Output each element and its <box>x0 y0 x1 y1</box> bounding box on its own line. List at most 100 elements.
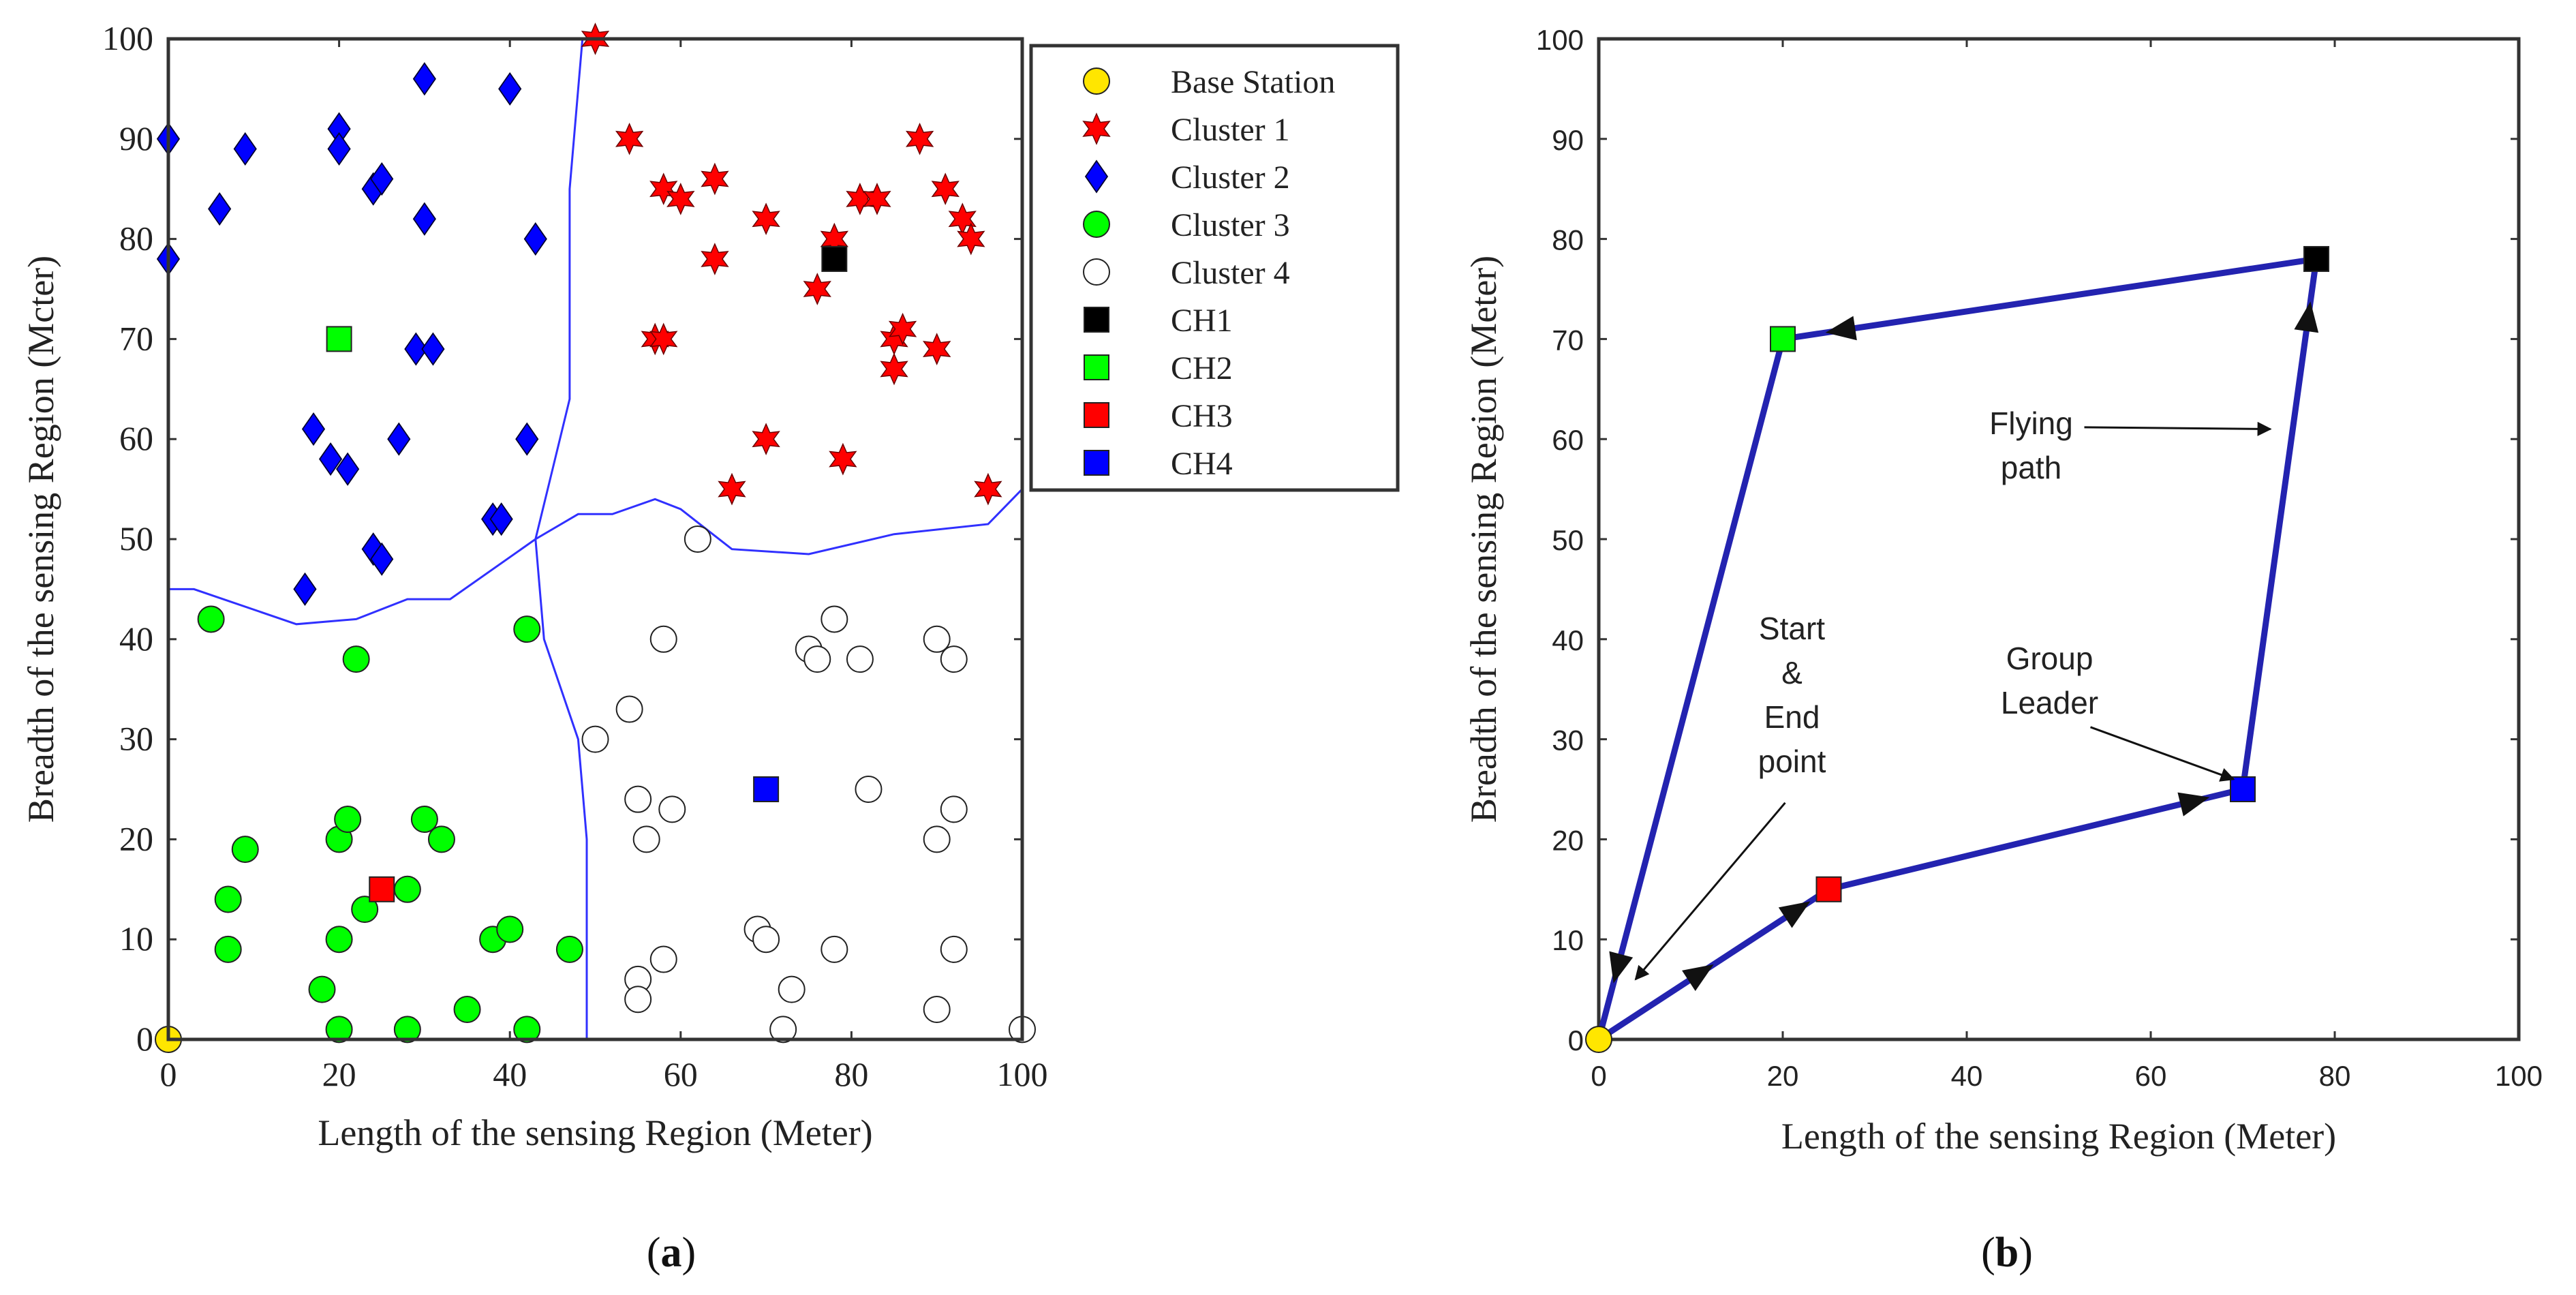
legend-label: Base Station <box>1171 64 1335 100</box>
point-cluster-4 <box>624 986 652 1014</box>
panel-a-boundaries <box>168 38 1024 1039</box>
point-cluster-4 <box>855 776 883 803</box>
caption-b: (b) <box>1981 1230 2033 1276</box>
legend-label: Cluster 3 <box>1171 207 1290 243</box>
point-cluster-1 <box>974 472 1002 506</box>
panel-b-ytick-label: 30 <box>1552 725 1584 757</box>
panel-b-xtick-label: 0 <box>1591 1060 1606 1092</box>
panel-a-xtick-label: 80 <box>834 1055 868 1093</box>
point-cluster-1 <box>931 172 960 206</box>
node-ch1 <box>2303 245 2329 272</box>
point-cluster-1 <box>752 423 780 456</box>
point-cluster-2 <box>208 192 232 226</box>
point-cluster-2 <box>412 62 436 96</box>
point-cluster-4 <box>940 935 968 963</box>
panel-a-xlabel: Length of the sensing Region (Meter) <box>318 1112 872 1153</box>
cluster-boundary-2 <box>534 38 588 1039</box>
point-cluster-3 <box>197 605 225 633</box>
series-cluster-1 <box>581 22 1002 506</box>
point-cluster-2 <box>318 442 343 476</box>
legend-item: Cluster 3 <box>1083 207 1290 243</box>
point-cluster-1 <box>649 322 678 356</box>
point-cluster-4 <box>649 945 677 973</box>
point-cluster-1 <box>880 352 908 386</box>
legend-item: CH3 <box>1084 398 1233 434</box>
flight-path-arrowhead <box>1825 316 1857 341</box>
flight-path-arrowhead <box>1682 964 1714 992</box>
point-ch1 <box>821 245 848 272</box>
point-cluster-1 <box>957 222 985 256</box>
point-cluster-3 <box>496 915 524 943</box>
point-cluster-3 <box>555 935 583 963</box>
panel-b-xtick-label: 80 <box>2319 1060 2351 1092</box>
point-cluster-2 <box>327 132 351 166</box>
legend-marker <box>1083 211 1110 238</box>
point-cluster-1 <box>905 122 934 155</box>
point-cluster-4 <box>615 695 643 723</box>
node-ch4 <box>2230 776 2256 802</box>
panel-b-ytick-label: 80 <box>1552 224 1584 256</box>
series-ch3 <box>369 876 395 902</box>
annotation-text: Flying <box>1989 406 2073 441</box>
panel-a-xtick-label: 40 <box>493 1055 527 1093</box>
legend-item: Cluster 2 <box>1084 159 1290 196</box>
annotation-arrow <box>2084 421 2272 436</box>
node-ch3 <box>1815 876 1842 902</box>
path-nodes <box>1585 245 2329 1053</box>
legend-label: CH1 <box>1171 303 1233 339</box>
point-cluster-1 <box>863 183 891 215</box>
point-cluster-4 <box>923 825 951 853</box>
annotation-text: Start <box>1759 611 1825 646</box>
point-cluster-4 <box>649 625 677 653</box>
panel-b-ytick-label: 60 <box>1552 424 1584 456</box>
point-cluster-3 <box>214 885 242 913</box>
flight-path-arrowhead <box>1609 951 1634 984</box>
point-cluster-3 <box>214 935 242 963</box>
point-cluster-4 <box>923 625 951 653</box>
panel-a-xtick-label: 100 <box>997 1055 1048 1093</box>
legend-marker <box>1082 112 1111 145</box>
point-cluster-2 <box>421 332 445 366</box>
panel-a-ytick-label: 100 <box>102 19 153 57</box>
panel-a-ytick-label: 60 <box>119 419 153 457</box>
point-cluster-4 <box>684 525 711 553</box>
panel-b-xtick-label: 40 <box>1951 1060 1983 1092</box>
panel-a-ytick-label: 50 <box>119 519 153 558</box>
panel-a-ytick-label: 40 <box>119 620 153 658</box>
flight-path-arrowhead <box>1778 901 1811 928</box>
caption-a: (a) <box>647 1230 696 1276</box>
point-cluster-3 <box>325 1016 353 1043</box>
panel-b-ytick-label: 20 <box>1552 824 1584 856</box>
point-cluster-2 <box>404 332 428 366</box>
point-ch3 <box>369 876 395 902</box>
point-cluster-3 <box>427 825 455 853</box>
panel-b-xlabel: Length of the sensing Region (Meter) <box>1781 1116 2336 1157</box>
series-ch1 <box>821 245 848 272</box>
flight-path-arrowhead <box>2294 301 2319 333</box>
annotation-text: point <box>1758 744 1826 779</box>
panel-b-axes: 0 10 20 30 40 50 60 70 80 90 100 0 20 40 60 80 100 Length… <box>1463 24 2543 1157</box>
panel-b-ytick-label: 40 <box>1552 624 1584 656</box>
point-cluster-3 <box>308 975 336 1003</box>
point-cluster-2 <box>293 572 317 606</box>
legend-marker <box>1083 258 1110 286</box>
annotation-arrow <box>1634 802 1786 981</box>
panel-a-ytick-label: 70 <box>119 319 153 357</box>
legend-item: CH2 <box>1084 350 1233 386</box>
point-ch2 <box>326 326 352 352</box>
point-cluster-3 <box>351 896 379 924</box>
point-cluster-1 <box>803 273 831 305</box>
point-cluster-4 <box>624 785 652 813</box>
legend-marker <box>1084 402 1109 428</box>
point-cluster-4 <box>769 1016 797 1043</box>
panel-b-ytick-label: 70 <box>1552 324 1584 356</box>
point-cluster-4 <box>821 935 848 963</box>
panel-a-ytick-label: 80 <box>119 219 153 258</box>
legend-item: Base Station <box>1083 64 1335 100</box>
legend-marker <box>1083 67 1110 95</box>
panel-b-ylabel: Breadth of the sensing Region (Meter) <box>1463 256 1504 823</box>
point-cluster-2 <box>233 132 257 166</box>
point-cluster-2 <box>523 222 547 256</box>
point-cluster-3 <box>453 995 481 1023</box>
